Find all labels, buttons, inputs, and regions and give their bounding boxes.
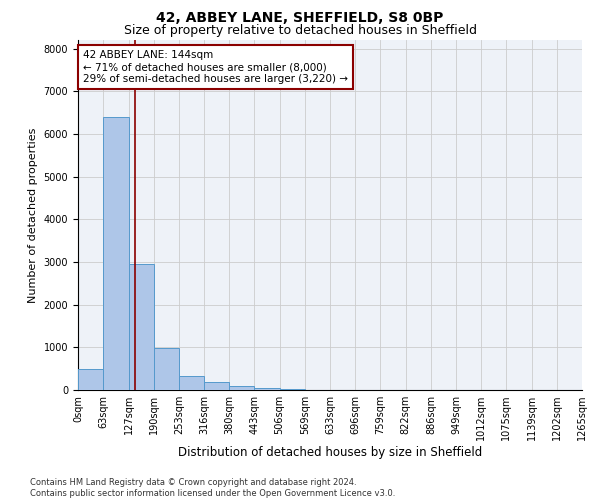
Bar <box>103 117 128 390</box>
Text: Size of property relative to detached houses in Sheffield: Size of property relative to detached ho… <box>124 24 476 37</box>
Bar <box>254 388 280 390</box>
Bar <box>128 264 154 390</box>
Text: 42 ABBEY LANE: 144sqm
← 71% of detached houses are smaller (8,000)
29% of semi-d: 42 ABBEY LANE: 144sqm ← 71% of detached … <box>83 50 348 84</box>
Bar <box>280 389 305 390</box>
X-axis label: Distribution of detached houses by size in Sheffield: Distribution of detached houses by size … <box>178 446 482 459</box>
Bar <box>78 368 103 390</box>
Bar <box>179 376 204 390</box>
Bar <box>229 386 254 390</box>
Y-axis label: Number of detached properties: Number of detached properties <box>28 128 38 302</box>
Bar <box>204 382 229 390</box>
Text: Contains HM Land Registry data © Crown copyright and database right 2024.
Contai: Contains HM Land Registry data © Crown c… <box>30 478 395 498</box>
Text: 42, ABBEY LANE, SHEFFIELD, S8 0BP: 42, ABBEY LANE, SHEFFIELD, S8 0BP <box>157 11 443 25</box>
Bar <box>154 348 179 390</box>
